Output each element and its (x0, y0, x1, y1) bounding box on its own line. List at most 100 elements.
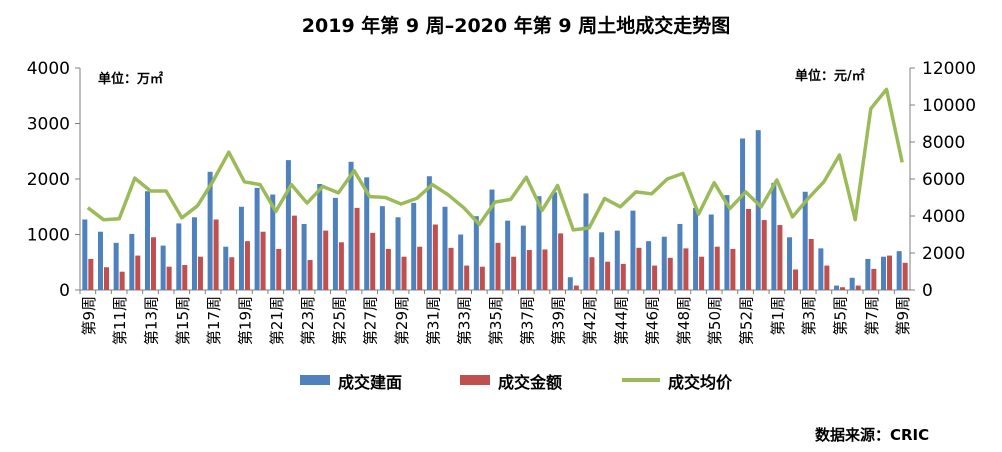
bar-amount (746, 208, 752, 290)
bar-amount (323, 230, 329, 290)
bar-area (787, 237, 793, 290)
bar-amount (338, 242, 344, 290)
x-tick-label: 第17周 (205, 296, 223, 345)
data-source: 数据来源：CRIC (815, 426, 929, 444)
bar-area (348, 161, 354, 290)
right-tick-label: 8000 (922, 133, 965, 153)
x-tick-label: 第37周 (518, 296, 536, 345)
right-tick-label: 6000 (922, 170, 965, 190)
bar-area (160, 245, 166, 290)
legend-label-area: 成交建面 (338, 373, 402, 392)
x-tick-label: 第5周 (832, 296, 850, 336)
x-tick-label: 第35周 (487, 296, 505, 345)
bar-amount (777, 225, 783, 290)
chart-title: 2019 年第 9 周–2020 年第 9 周土地成交走势图 (302, 14, 730, 37)
bar-amount (573, 285, 579, 290)
bar-amount (558, 233, 564, 290)
bar-area (677, 223, 683, 290)
x-tick-label: 第7周 (863, 296, 881, 336)
bar-amount (761, 220, 767, 290)
bar-area (332, 197, 338, 290)
price-line (86, 87, 904, 232)
bar-amount (479, 266, 485, 290)
bar-area (442, 206, 448, 290)
bar-amount (793, 269, 799, 290)
x-tick-label: 第39周 (550, 296, 568, 345)
bar-area (849, 277, 855, 290)
bar-area (567, 277, 573, 290)
bar-amount (432, 224, 438, 290)
bar-area (802, 191, 808, 290)
bar-amount (840, 287, 846, 290)
right-tick-label: 4000 (922, 207, 965, 227)
x-tick-label: 第23周 (299, 296, 317, 345)
bar-area (301, 223, 307, 290)
right-axis-unit: 单位：元/㎡ (795, 68, 865, 84)
x-tick-label: 第27周 (362, 296, 380, 345)
bar-amount (542, 249, 548, 290)
bar-area (207, 171, 213, 290)
bar-amount (824, 265, 830, 290)
bar-amount (683, 248, 689, 290)
bar-area (896, 251, 902, 290)
x-tick-label: 第50周 (706, 296, 724, 345)
bar-area (270, 194, 276, 290)
bar-amount (354, 207, 360, 290)
left-tick-label: 4000 (27, 59, 70, 79)
bar-area (223, 246, 229, 290)
bar-amount (260, 231, 266, 290)
x-tick-label: 第9周 (894, 296, 912, 336)
series-line-price (86, 87, 904, 232)
bar-amount (401, 256, 407, 290)
bar-area (614, 230, 620, 290)
bar-area (661, 236, 667, 290)
left-axis-unit: 单位：万㎡ (98, 71, 163, 87)
bar-area (693, 207, 699, 290)
bar-amount (620, 263, 626, 290)
bar-amount (229, 257, 235, 290)
bar-amount (197, 256, 203, 290)
x-tick-label: 第46周 (644, 296, 662, 345)
bar-area (724, 195, 730, 290)
bar-amount (464, 265, 470, 290)
bar-area (82, 219, 88, 290)
bar-area (536, 196, 542, 290)
bars (82, 130, 908, 290)
bar-area (489, 189, 495, 290)
bar-amount (887, 255, 893, 290)
bar-area (129, 233, 135, 290)
bar-amount (855, 285, 861, 290)
bar-amount (667, 257, 673, 290)
bar-amount (276, 248, 282, 290)
bar-area (364, 177, 370, 290)
right-tick-label: 2000 (922, 244, 965, 264)
x-tick-label: 第3周 (800, 296, 818, 336)
x-tick-label: 第31周 (424, 296, 442, 345)
bar-amount (291, 215, 297, 290)
bar-amount (244, 241, 250, 290)
bar-area (818, 248, 824, 290)
bar-amount (88, 258, 94, 290)
bar-amount (871, 268, 877, 290)
bar-area (520, 225, 526, 290)
bar-area (317, 183, 323, 290)
bar-area (552, 192, 558, 290)
bar-amount (511, 256, 517, 290)
bar-amount (182, 265, 188, 290)
x-tick-label: 第1周 (769, 296, 787, 336)
bar-area (865, 258, 871, 290)
bar-amount (526, 250, 532, 290)
right-tick-label: 0 (922, 281, 933, 301)
bar-amount (135, 255, 141, 290)
bar-area (113, 242, 119, 290)
left-tick-label: 2000 (27, 170, 70, 190)
right-tick-label: 10000 (922, 96, 976, 116)
legend-label-amount: 成交金额 (498, 373, 562, 392)
bar-amount (307, 260, 313, 290)
bar-area (881, 256, 887, 290)
right-tick-label: 12000 (922, 59, 976, 79)
bar-amount (370, 232, 376, 290)
bar-area (426, 176, 432, 290)
legend-swatch-area (300, 375, 330, 385)
bar-area (505, 220, 511, 290)
